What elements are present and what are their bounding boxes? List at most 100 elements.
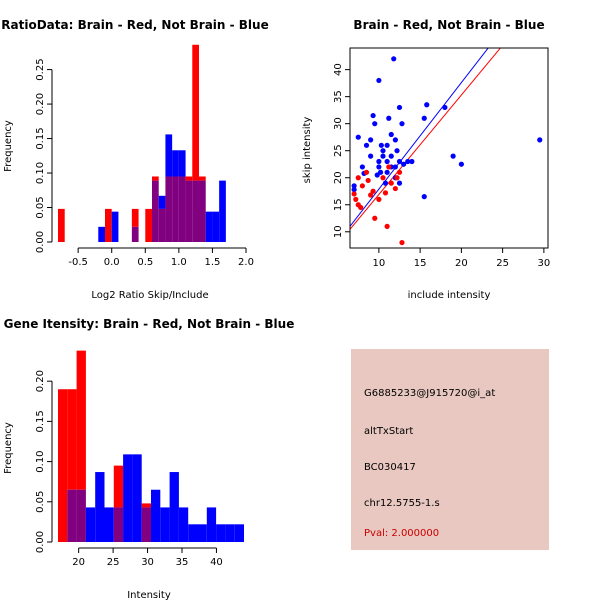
- scatter-point-not-brain: [392, 137, 398, 143]
- scatter-point-not-brain: [372, 121, 378, 127]
- scatter-point-not-brain: [368, 153, 374, 159]
- intensity-bar-overlap: [141, 507, 151, 542]
- ratio-bar-overlap: [158, 208, 166, 242]
- ratio-bar-not-brain: [178, 150, 186, 177]
- scatter-plot-area: 10 15 20 25 30 10 15 20 25 30 35 40: [333, 47, 551, 269]
- scatter-y-tick-label: 30: [333, 117, 344, 130]
- intensity-bar-not-brain: [132, 454, 142, 542]
- ratio-chart-title: RatioData: Brain - Red, Not Brain - Blue: [1, 18, 268, 32]
- scatter-point-not-brain: [368, 137, 374, 143]
- intensity-bar-brain: [67, 389, 77, 490]
- scatter-x-tick-label: 20: [455, 258, 468, 269]
- ratio-bar-overlap: [152, 180, 159, 242]
- probe-id-text: G6885233@J915720@i_at: [364, 388, 495, 399]
- ratio-bar-not-brain: [98, 226, 105, 242]
- scatter-point-not-brain: [388, 153, 394, 159]
- ratio-x-tick-label: 1.0: [171, 257, 187, 268]
- intensity-bar-not-brain: [169, 472, 179, 542]
- location-text: chr12.5755-1.s: [364, 498, 440, 509]
- scatter-point-not-brain: [378, 142, 384, 148]
- scatter-regression-line-brain: [350, 48, 502, 230]
- scatter-point-brain: [396, 169, 403, 175]
- ratio-bar-brain: [192, 44, 199, 181]
- pval-text: Pval: 2.000000: [364, 528, 439, 539]
- scatter-panel: Brain - Red, Not Brain - Blue include in…: [302, 18, 551, 301]
- scatter-point-brain: [380, 175, 386, 181]
- intensity-y-tick-label: 0.10: [35, 450, 46, 472]
- scatter-point-brain: [353, 196, 359, 202]
- intensity-bar-not-brain: [85, 507, 96, 542]
- scatter-point-brain: [392, 185, 398, 192]
- ratio-bar-brain: [105, 208, 112, 242]
- scatter-point-not-brain: [421, 194, 427, 200]
- scatter-point-not-brain: [376, 158, 382, 165]
- scatter-point-not-brain: [351, 187, 357, 193]
- scatter-point-brain: [376, 196, 382, 202]
- ratio-bar-overlap: [131, 226, 139, 242]
- ratio-bar-overlap: [185, 180, 193, 242]
- ratio-x-tick-label: 2.0: [238, 257, 254, 268]
- ratio-bar-not-brain: [165, 134, 173, 177]
- scatter-point-not-brain: [537, 137, 543, 143]
- intensity-y-axis-label: Frequency: [3, 422, 14, 474]
- intensity-y-tick-label: 0.00: [35, 531, 46, 553]
- scatter-point-not-brain: [458, 161, 464, 167]
- scatter-point-not-brain: [384, 158, 390, 165]
- scatter-point-not-brain: [359, 164, 365, 170]
- ratio-bar-not-brain: [172, 150, 179, 177]
- ratio-bar-brain: [131, 208, 139, 227]
- intensity-bar-brain: [76, 350, 86, 490]
- scatter-point-brain: [359, 183, 365, 189]
- ratio-y-tick-label: 0.05: [35, 196, 46, 218]
- intensity-y-tick-label: 0.20: [35, 370, 46, 392]
- scatter-point-not-brain: [401, 161, 407, 167]
- ratio-bar-overlap: [172, 176, 179, 242]
- ratio-bar-not-brain: [219, 180, 226, 242]
- scatter-x-tick-label: 15: [414, 258, 427, 269]
- scatter-point-not-brain: [370, 112, 376, 119]
- ratio-bars: [58, 44, 226, 242]
- scatter-point-not-brain: [376, 77, 382, 84]
- scatter-point-not-brain: [355, 134, 361, 140]
- scatter-point-not-brain: [388, 131, 394, 138]
- scatter-point-not-brain: [450, 153, 456, 159]
- scatter-point-brain: [372, 215, 378, 221]
- intensity-x-tick-label: 35: [176, 557, 189, 568]
- intensity-x-axis-label: Intensity: [127, 590, 171, 600]
- intensity-bar-not-brain: [188, 524, 198, 542]
- intensity-histogram-panel: Gene Itensity: Brain - Red, Not Brain - …: [3, 317, 294, 600]
- intensity-bar-not-brain: [197, 524, 207, 542]
- scatter-point-not-brain: [405, 158, 411, 165]
- scatter-point-not-brain: [376, 164, 382, 170]
- scatter-point-not-brain: [424, 102, 430, 108]
- scatter-point-not-brain: [382, 180, 389, 186]
- scatter-point-not-brain: [396, 104, 403, 111]
- ratio-bar-not-brain: [212, 211, 220, 242]
- info-panel: G6885233@J915720@i_at altTxStart BC03041…: [351, 349, 549, 550]
- scatter-point-brain: [386, 164, 392, 170]
- scatter-point-not-brain: [374, 172, 380, 178]
- event-type-text: altTxStart: [364, 426, 413, 437]
- intensity-bar-brain: [141, 503, 151, 508]
- scatter-point-brain: [370, 188, 376, 194]
- ratio-bar-brain: [152, 176, 159, 181]
- intensity-bar-brain: [58, 389, 68, 542]
- scatter-x-tick-label: 30: [538, 258, 551, 269]
- scatter-point-brain: [382, 190, 389, 196]
- ratio-bar-overlap: [199, 180, 206, 242]
- ratio-bar-brain: [58, 208, 65, 242]
- ratio-y-tick-label: 0.10: [35, 162, 46, 184]
- scatter-point-not-brain: [380, 153, 386, 159]
- scatter-point-not-brain: [394, 148, 400, 154]
- scatter-point-brain: [399, 239, 405, 246]
- accession-text: BC030417: [364, 462, 416, 473]
- intensity-y-tick-label: 0.05: [35, 491, 46, 513]
- scatter-point-brain: [368, 192, 374, 198]
- ratio-bar-brain: [199, 176, 206, 181]
- scatter-point-brain: [358, 204, 364, 211]
- scatter-point-not-brain: [351, 183, 357, 189]
- scatter-plot-border: [349, 47, 549, 249]
- intensity-axes: 20 25 30 35 40 0.00 0.05 0.10 0.15 0.20: [35, 370, 223, 568]
- ratio-axes: -0.5 0.0 0.5 1.0 1.5 2.0 0.00 0.05 0.10 0.15 0.20 0…: [35, 58, 254, 268]
- scatter-point-not-brain: [442, 104, 448, 111]
